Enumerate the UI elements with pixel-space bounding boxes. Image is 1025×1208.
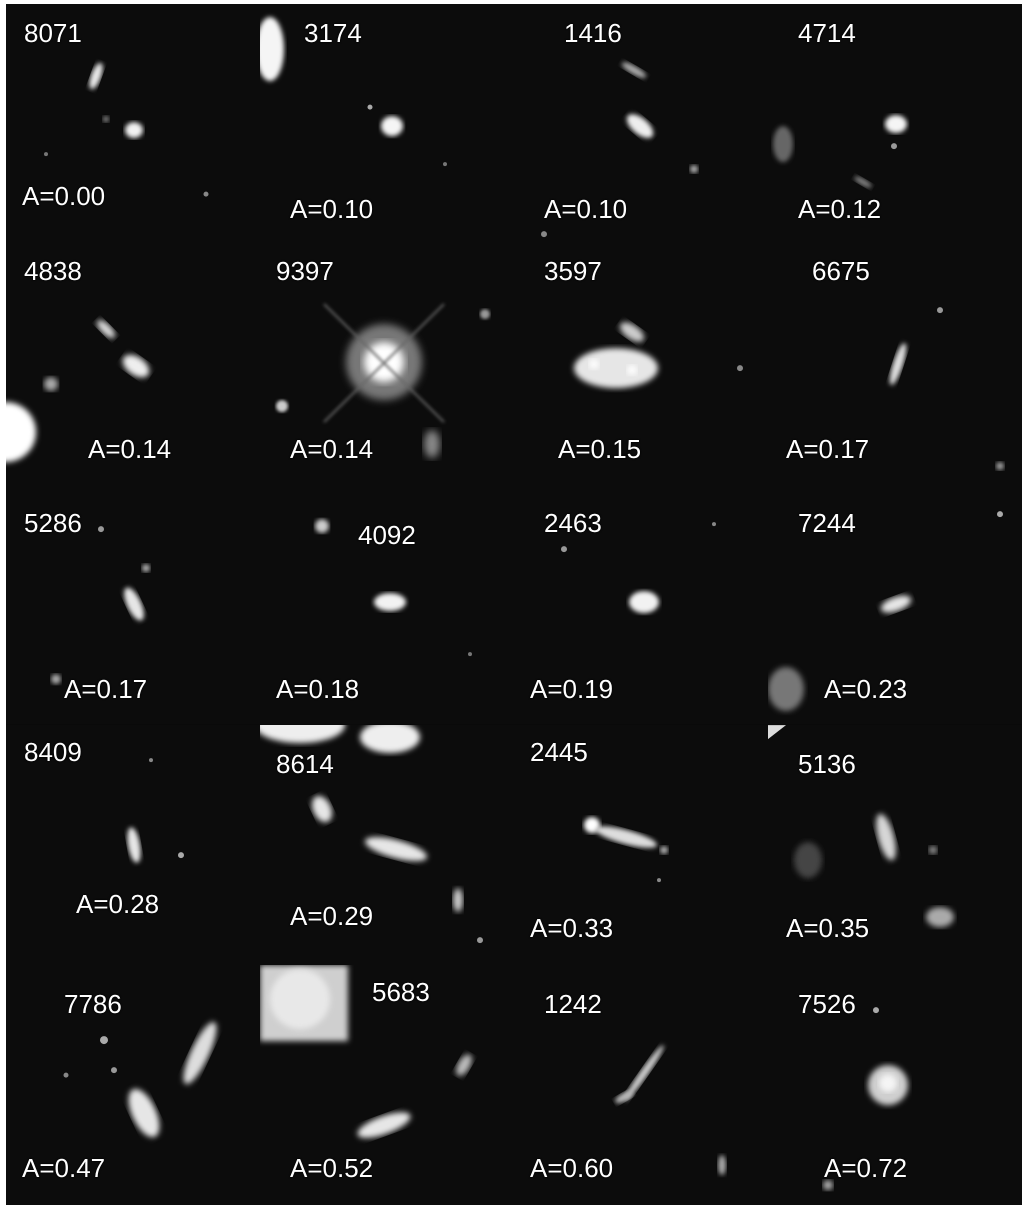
galaxy-mosaic: 8071 A=0.00 3174 A=0.10 1416 A=0.10 (6, 4, 1022, 1205)
galaxy-panel: 1242 A=0.60 (514, 964, 768, 1205)
galaxy-panel: 6675 A=0.17 (768, 244, 1022, 485)
galaxy-image (514, 4, 768, 245)
asymmetry-label: A=0.19 (530, 674, 614, 705)
asymmetry-label: A=0.10 (290, 194, 374, 224)
galaxy-id: 8071 (24, 18, 82, 48)
galaxy-image (768, 484, 1022, 725)
galaxy-id: 3597 (544, 256, 602, 287)
galaxy-panel: 7786 A=0.47 (6, 964, 260, 1205)
galaxy-id: 8409 (24, 736, 82, 767)
asymmetry-label: A=0.28 (76, 888, 160, 919)
galaxy-panel: 9397 A=0.14 (260, 244, 514, 485)
galaxy-id: 7526 (798, 988, 856, 1019)
galaxy-panel: 2463 A=0.19 (514, 484, 768, 725)
galaxy-panel: 4714 A=0.12 (768, 4, 1022, 245)
galaxy-id: 5683 (372, 976, 430, 1007)
galaxy-image (6, 244, 260, 485)
asymmetry-label: A=0.14 (290, 434, 374, 465)
galaxy-id: 4714 (798, 18, 856, 48)
galaxy-image (6, 4, 260, 245)
galaxy-panel: 2445 A=0.33 (514, 724, 768, 965)
asymmetry-label: A=0.17 (786, 434, 870, 465)
galaxy-panel: 1416 A=0.10 (514, 4, 768, 245)
asymmetry-label: A=0.15 (558, 434, 642, 465)
galaxy-image (260, 244, 514, 485)
galaxy-panel: 4838 A=0.14 (6, 244, 260, 485)
galaxy-id: 3174 (304, 18, 362, 48)
galaxy-image (260, 724, 514, 965)
galaxy-id: 2445 (530, 736, 588, 767)
galaxy-image (260, 964, 514, 1205)
galaxy-panel: 8614 A=0.29 (260, 724, 514, 965)
asymmetry-label: A=0.47 (22, 1152, 106, 1183)
galaxy-image (768, 964, 1022, 1205)
asymmetry-label: A=0.23 (824, 674, 908, 705)
asymmetry-label: A=0.72 (824, 1152, 908, 1183)
galaxy-id: 1242 (544, 988, 602, 1019)
galaxy-image (768, 724, 1022, 965)
galaxy-panel: 4092 A=0.18 (260, 484, 514, 725)
galaxy-panel: 7244 A=0.23 (768, 484, 1022, 725)
asymmetry-label: A=0.17 (64, 674, 148, 705)
galaxy-image (260, 484, 514, 725)
galaxy-id: 7244 (798, 508, 856, 539)
galaxy-image (514, 724, 768, 965)
galaxy-image (6, 724, 260, 965)
galaxy-image (768, 244, 1022, 485)
galaxy-panel: 7526 A=0.72 (768, 964, 1022, 1205)
asymmetry-label: A=0.60 (530, 1152, 614, 1183)
galaxy-id: 1416 (564, 18, 622, 48)
asymmetry-label: A=0.33 (530, 912, 614, 943)
galaxy-id: 9397 (276, 256, 334, 287)
galaxy-image (768, 4, 1022, 245)
galaxy-id: 2463 (544, 508, 602, 539)
asymmetry-label: A=0.18 (276, 674, 360, 705)
galaxy-image (514, 244, 768, 485)
galaxy-id: 5136 (798, 748, 856, 779)
asymmetry-label: A=0.52 (290, 1152, 374, 1183)
galaxy-image (260, 4, 514, 245)
asymmetry-label: A=0.14 (88, 434, 172, 465)
galaxy-id: 8614 (276, 748, 334, 779)
galaxy-panel: 5286 A=0.17 (6, 484, 260, 725)
asymmetry-label: A=0.00 (22, 181, 106, 211)
galaxy-panel: 8071 A=0.00 (6, 4, 260, 245)
galaxy-image (514, 964, 768, 1205)
galaxy-panel: 3174 A=0.10 (260, 4, 514, 245)
asymmetry-label: A=0.35 (786, 912, 870, 943)
galaxy-id: 5286 (24, 508, 82, 539)
galaxy-image (6, 964, 260, 1205)
galaxy-panel: 5136 A=0.35 (768, 724, 1022, 965)
galaxy-id: 6675 (812, 256, 870, 287)
asymmetry-label: A=0.12 (798, 194, 882, 224)
galaxy-id: 4838 (24, 256, 82, 287)
galaxy-panel: 8409 A=0.28 (6, 724, 260, 965)
galaxy-image (514, 484, 768, 725)
galaxy-panel: 3597 A=0.15 (514, 244, 768, 485)
galaxy-id: 7786 (64, 988, 122, 1019)
asymmetry-label: A=0.10 (544, 194, 628, 224)
galaxy-image (6, 484, 260, 725)
galaxy-id: 4092 (358, 520, 416, 551)
galaxy-panel: 5683 A=0.52 (260, 964, 514, 1205)
asymmetry-label: A=0.29 (290, 900, 374, 931)
